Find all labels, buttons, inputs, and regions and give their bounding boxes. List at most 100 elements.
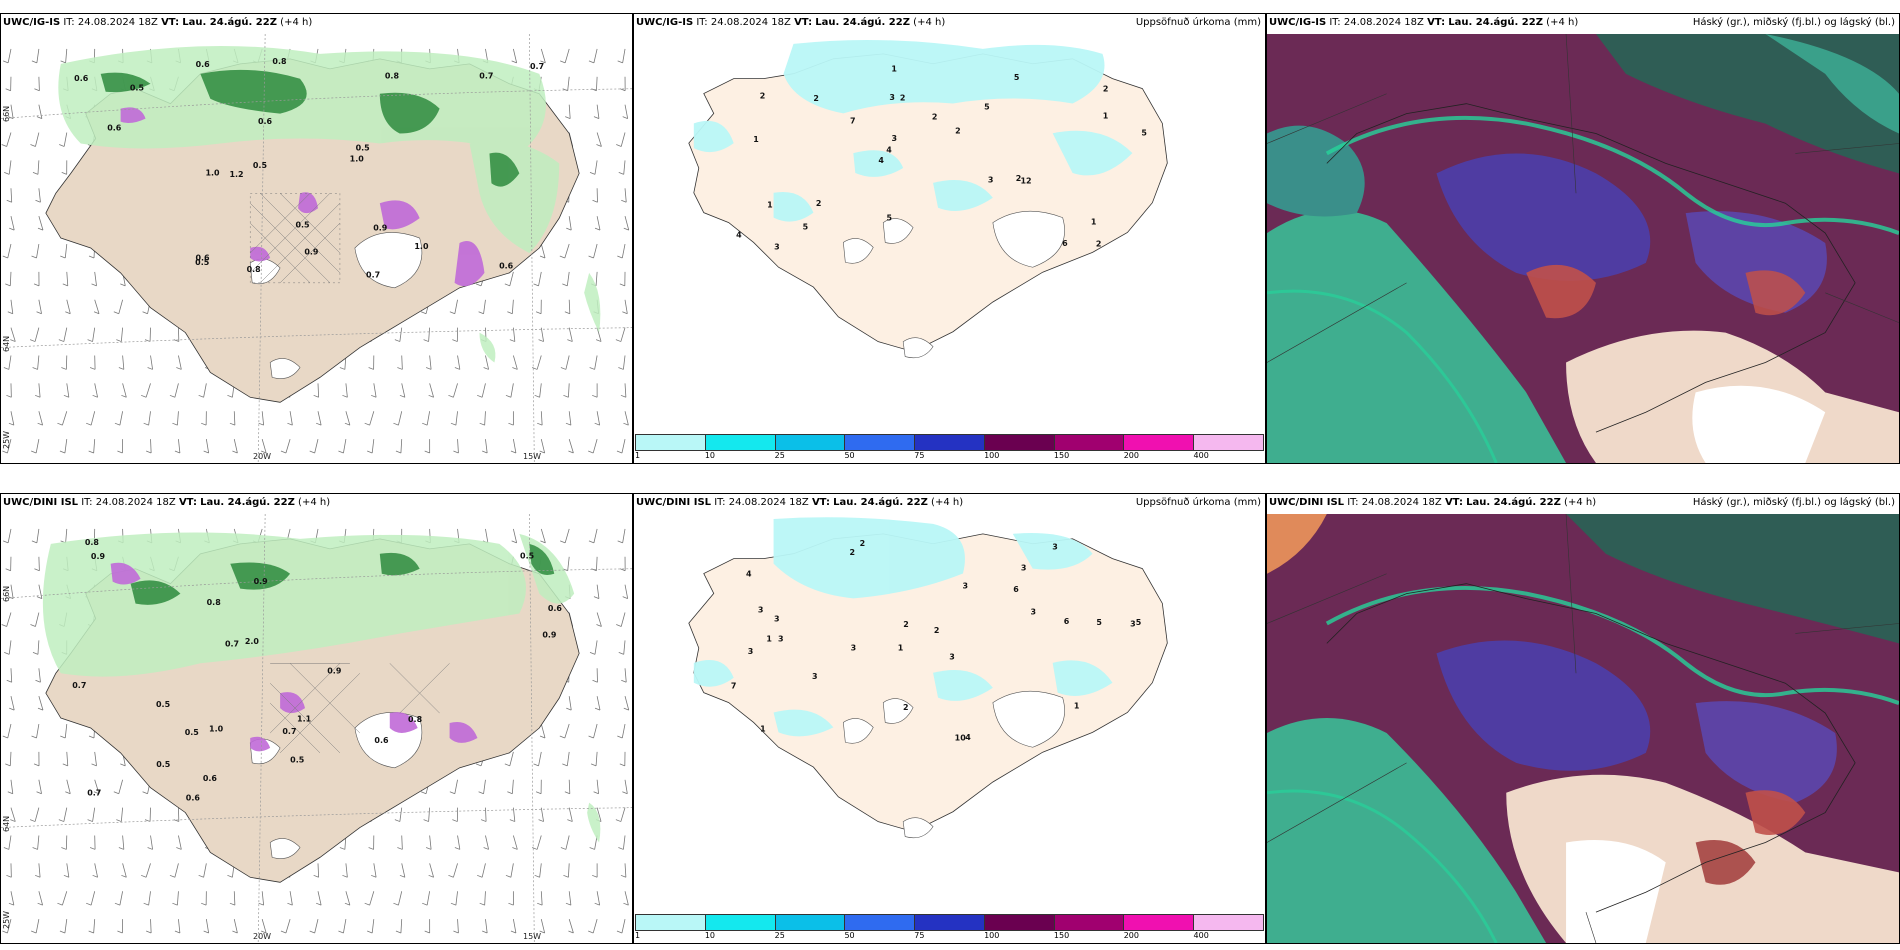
wind-barb <box>477 863 486 878</box>
wind-barb <box>621 188 627 203</box>
wind-barb <box>60 528 68 544</box>
map-value-label: 3 <box>1021 564 1027 573</box>
wind-barb <box>36 299 42 315</box>
colorbar-swatch <box>915 915 985 930</box>
wind-barb <box>368 355 375 370</box>
map-value-label: 0.6 <box>186 794 201 803</box>
wind-barb <box>89 355 96 370</box>
panel-header: UWC/IG-IS IT: 24.08.2024 18Z VT: Lau. 24… <box>636 17 945 28</box>
wind-barb <box>483 355 489 370</box>
wind-barb <box>504 751 514 767</box>
wind-barb <box>92 863 98 878</box>
glacier-1 <box>354 232 423 289</box>
map-value-label: 3 <box>889 93 895 102</box>
map-value-label: 3 <box>778 634 784 643</box>
wind-barb <box>622 299 628 315</box>
wind-barb <box>508 411 514 426</box>
wind-barb <box>30 132 40 147</box>
wind-barb <box>61 355 68 370</box>
white-se <box>1566 839 1666 943</box>
map-value-label: 2 <box>955 127 961 136</box>
map-value-label: 2 <box>850 548 856 557</box>
wind-barb <box>448 383 458 398</box>
wind-barb <box>114 891 124 906</box>
lon-label-20w: 20W <box>253 452 272 461</box>
wind-barb <box>510 919 517 934</box>
cloud-map <box>1267 514 1899 943</box>
wind-barb <box>364 891 375 906</box>
wind-barb <box>232 919 238 934</box>
precip-panel-top: UWC/IG-IS IT: 24.08.2024 18Z VT: Lau. 24… <box>633 13 1266 464</box>
wind-barb <box>567 327 573 342</box>
dark-green-ne <box>1566 514 1899 644</box>
wind-barb <box>9 216 15 231</box>
wind-barb <box>5 76 12 92</box>
vt-label: VT: <box>178 497 197 508</box>
map-value-label: 1 <box>753 135 759 144</box>
lead-time: (+4 h) <box>931 497 964 508</box>
wind-barb <box>309 439 319 454</box>
wind-barb <box>36 584 43 599</box>
wind-barb <box>116 327 124 342</box>
wind-barb <box>6 863 12 878</box>
precip-title: Uppsöfnuð úrkoma (mm) <box>1135 17 1261 28</box>
map-value-label: 0.5 <box>130 83 144 92</box>
wind-barb <box>146 439 152 454</box>
model-name: UWC/DINI ISL <box>636 497 712 508</box>
map-value-label: 0.7 <box>72 681 86 690</box>
colorbar-swatch <box>636 915 706 930</box>
map-value-label: 5 <box>1136 618 1142 627</box>
wind-barb <box>121 863 127 878</box>
fog-panel-top: UWC/IG-IS IT: 24.08.2024 18Z VT: Lau. 24… <box>0 13 633 464</box>
map-value-label: 6 <box>1064 617 1070 626</box>
wind-barb <box>33 751 40 767</box>
wind-barb <box>619 751 626 767</box>
wind-barb <box>533 271 542 287</box>
wind-barb <box>510 439 517 454</box>
wind-barb <box>592 383 598 398</box>
fog-map: 0.9 0.8 0.7 0.5 0.6 0.6 0.9 1.0 0.7 0.8 0.5 0.9 0.6 0… <box>1 514 632 943</box>
wind-barb <box>588 723 598 739</box>
map-value-label: 3 <box>774 614 780 623</box>
map-value-label: 5 <box>984 103 990 112</box>
wind-barb <box>31 528 40 544</box>
wind-barb <box>60 243 68 259</box>
wind-barb <box>2 243 12 259</box>
map-value-label: 2.0 <box>245 637 260 646</box>
wind-barb <box>31 919 40 934</box>
wind-barb <box>397 355 403 370</box>
wind-barb <box>478 779 486 795</box>
map-value-label: 0.6 <box>107 124 122 133</box>
wind-barb <box>535 299 542 315</box>
wind-barb <box>423 327 431 342</box>
colorbar-swatch <box>1124 435 1195 450</box>
wind-barb <box>2 723 12 739</box>
colorbar-tick: 50 <box>844 451 855 460</box>
wind-barb <box>478 299 486 315</box>
colorbar-swatch <box>775 915 846 930</box>
wind-barb <box>116 807 124 822</box>
wind-barb <box>618 835 626 850</box>
wind-barb <box>592 188 598 203</box>
it-label: IT: <box>63 17 75 28</box>
wind-barb <box>6 383 12 398</box>
border-lines <box>1267 514 1899 943</box>
wind-barb <box>6 668 13 683</box>
wind-barb <box>560 355 570 370</box>
hatched-area <box>249 193 341 284</box>
wind-barb <box>622 779 628 795</box>
map-value-label: 7 <box>731 682 737 691</box>
map-value-label: 0.7 <box>479 72 493 81</box>
colorbar-swatch <box>705 435 776 450</box>
colorbar-ticks: 1 10 25 50 75 100 150 200 400 <box>635 451 1264 462</box>
map-value-label: 0.5 <box>295 220 309 229</box>
lon-label-15w: 15W <box>523 932 542 941</box>
wind-barb <box>33 271 40 287</box>
colorbar-tick: 25 <box>774 931 785 940</box>
colorbar-swatch <box>984 915 1055 930</box>
wind-barb <box>2 439 12 454</box>
wind-barb <box>93 299 100 315</box>
wind-barb <box>565 104 571 119</box>
map-value-label: 2 <box>934 626 940 635</box>
